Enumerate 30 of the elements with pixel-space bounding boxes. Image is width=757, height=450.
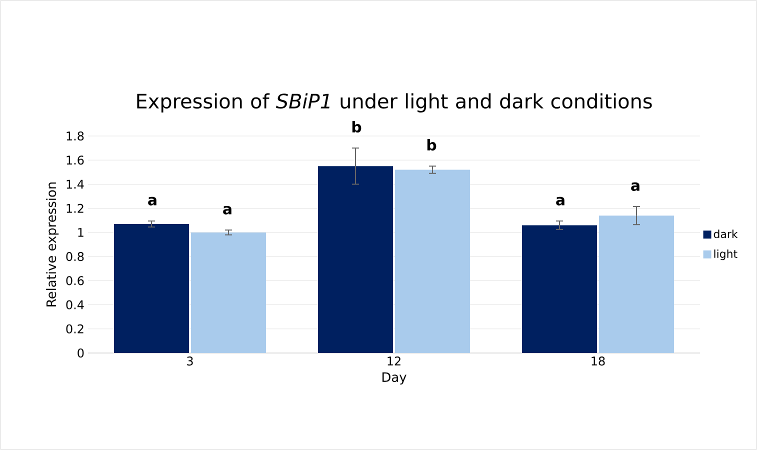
annotation: a [223, 206, 232, 215]
y-tick-label: 1.8 [66, 131, 84, 141]
x-tick-label: 3 [187, 356, 193, 366]
bar [190, 232, 266, 353]
legend-label: light [714, 249, 738, 260]
y-tick-label: 0.8 [66, 252, 84, 262]
annotation: a [556, 196, 564, 206]
y-tick-label: 1.4 [66, 180, 84, 189]
y-tick-label: 1.2 [66, 204, 84, 213]
y-tick-label: 1.6 [66, 156, 84, 165]
text: b [352, 120, 362, 133]
x-tick-label: 12 [388, 356, 400, 366]
x-tick-label: 18 [592, 356, 605, 366]
bar [395, 170, 470, 353]
y-tick-label: 0.6 [66, 276, 84, 286]
legend-label: dark [714, 230, 738, 238]
y-tick-label: 0.2 [66, 324, 84, 334]
y-tick-label: 0.4 [66, 300, 84, 310]
y-tick-label: 0 [78, 348, 84, 358]
x-axis-title: Day [382, 372, 406, 385]
y-tick-label: 1 [78, 228, 84, 237]
bar [599, 216, 674, 353]
annotation: a [631, 182, 640, 192]
chart-title: Expression of SBiP1 under light and dark conditions [137, 93, 652, 112]
y-axis-title: Relative expression [46, 182, 59, 306]
bar [114, 224, 190, 353]
bar [318, 166, 394, 353]
annotation: b [427, 139, 436, 151]
annotation: a [148, 196, 156, 206]
bar [522, 225, 598, 353]
